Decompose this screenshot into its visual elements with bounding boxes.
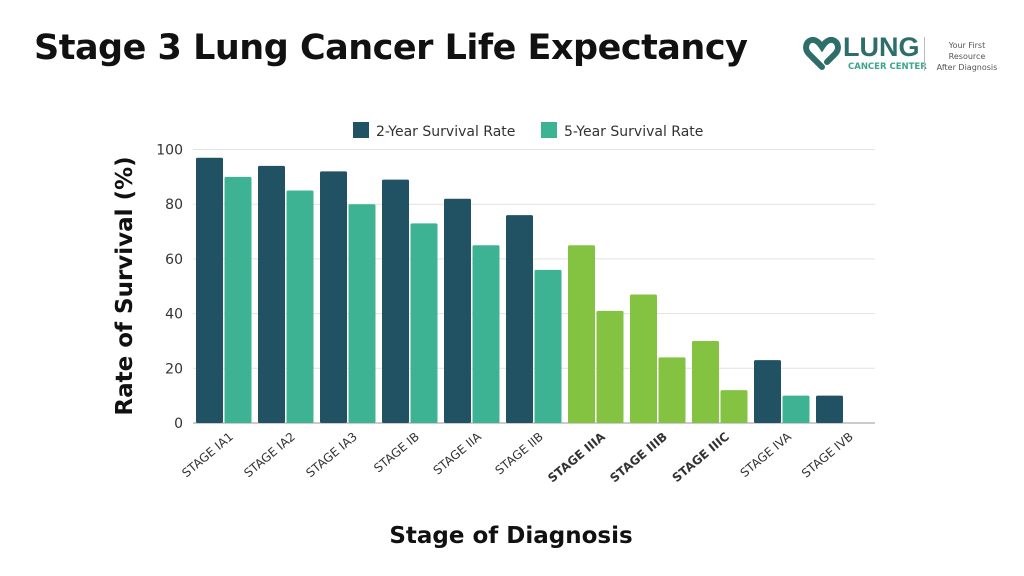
bar-2yr	[320, 171, 347, 423]
y-axis-label: Rate of Survival (%)	[112, 156, 138, 415]
bar-5yr	[286, 190, 314, 423]
logo-divider	[924, 37, 925, 71]
y-tick-label: 100	[156, 143, 183, 159]
tagline-line-1: Your First Resource	[948, 41, 986, 61]
bar-5yr	[658, 357, 686, 423]
bar-2yr	[816, 395, 843, 423]
bar-5yr	[534, 269, 562, 423]
legend-swatch	[541, 122, 557, 138]
bar-5yr	[720, 390, 748, 423]
x-tick-label: STAGE IIIA	[545, 429, 608, 485]
legend-label: 2-Year Survival Rate	[376, 124, 515, 140]
bar-2yr	[258, 165, 285, 423]
bar-5yr	[224, 176, 252, 423]
page-title: Stage 3 Lung Cancer Life Expectancy	[34, 28, 748, 68]
bar-2yr	[196, 157, 223, 423]
x-tick-label: STAGE IIIC	[670, 429, 732, 485]
heart-lung-icon	[803, 36, 841, 70]
bar-5yr	[410, 223, 438, 423]
y-tick-label: 0	[174, 416, 183, 432]
x-tick-label: STAGE IIIB	[607, 430, 670, 486]
bar-5yr	[596, 310, 624, 423]
y-tick-label: 20	[165, 361, 183, 377]
bar-2yr	[444, 198, 471, 423]
y-tick-label: 60	[165, 252, 183, 268]
x-axis-label: Stage of Diagnosis	[389, 523, 632, 549]
x-tick-label: STAGE IA2	[241, 430, 298, 481]
x-tick-label: STAGE IVA	[738, 429, 795, 480]
logo-tagline: Your First Resource After Diagnosis	[931, 40, 1003, 73]
bar-2yr	[754, 360, 781, 423]
logo-sub: CANCER CENTER	[848, 62, 927, 72]
bar-2yr	[506, 215, 533, 423]
legend-swatch	[353, 122, 369, 138]
bar-2yr	[630, 294, 657, 423]
x-tick-label: STAGE IA3	[303, 430, 360, 481]
tagline-line-2: After Diagnosis	[936, 63, 998, 72]
bar-2yr	[568, 245, 595, 423]
lung-cancer-center-logo: LUNG CANCER CENTER Your First Resource A…	[803, 32, 1013, 75]
y-tick-label: 40	[165, 307, 183, 323]
bar-2yr	[692, 340, 719, 423]
y-tick-label: 80	[165, 197, 183, 213]
legend-label: 5-Year Survival Rate	[564, 124, 703, 140]
x-tick-label: STAGE IIA	[430, 429, 484, 478]
bar-5yr	[782, 395, 810, 423]
x-tick-label: STAGE IVB	[799, 430, 856, 481]
bar-5yr	[348, 204, 376, 423]
x-tick-label: STAGE IIB	[492, 430, 545, 478]
logo-name: LUNG	[843, 32, 920, 62]
bar-5yr	[472, 245, 500, 423]
bar-2yr	[382, 179, 409, 423]
x-tick-label: STAGE IA1	[179, 430, 236, 481]
x-tick-label: STAGE IB	[371, 430, 422, 476]
